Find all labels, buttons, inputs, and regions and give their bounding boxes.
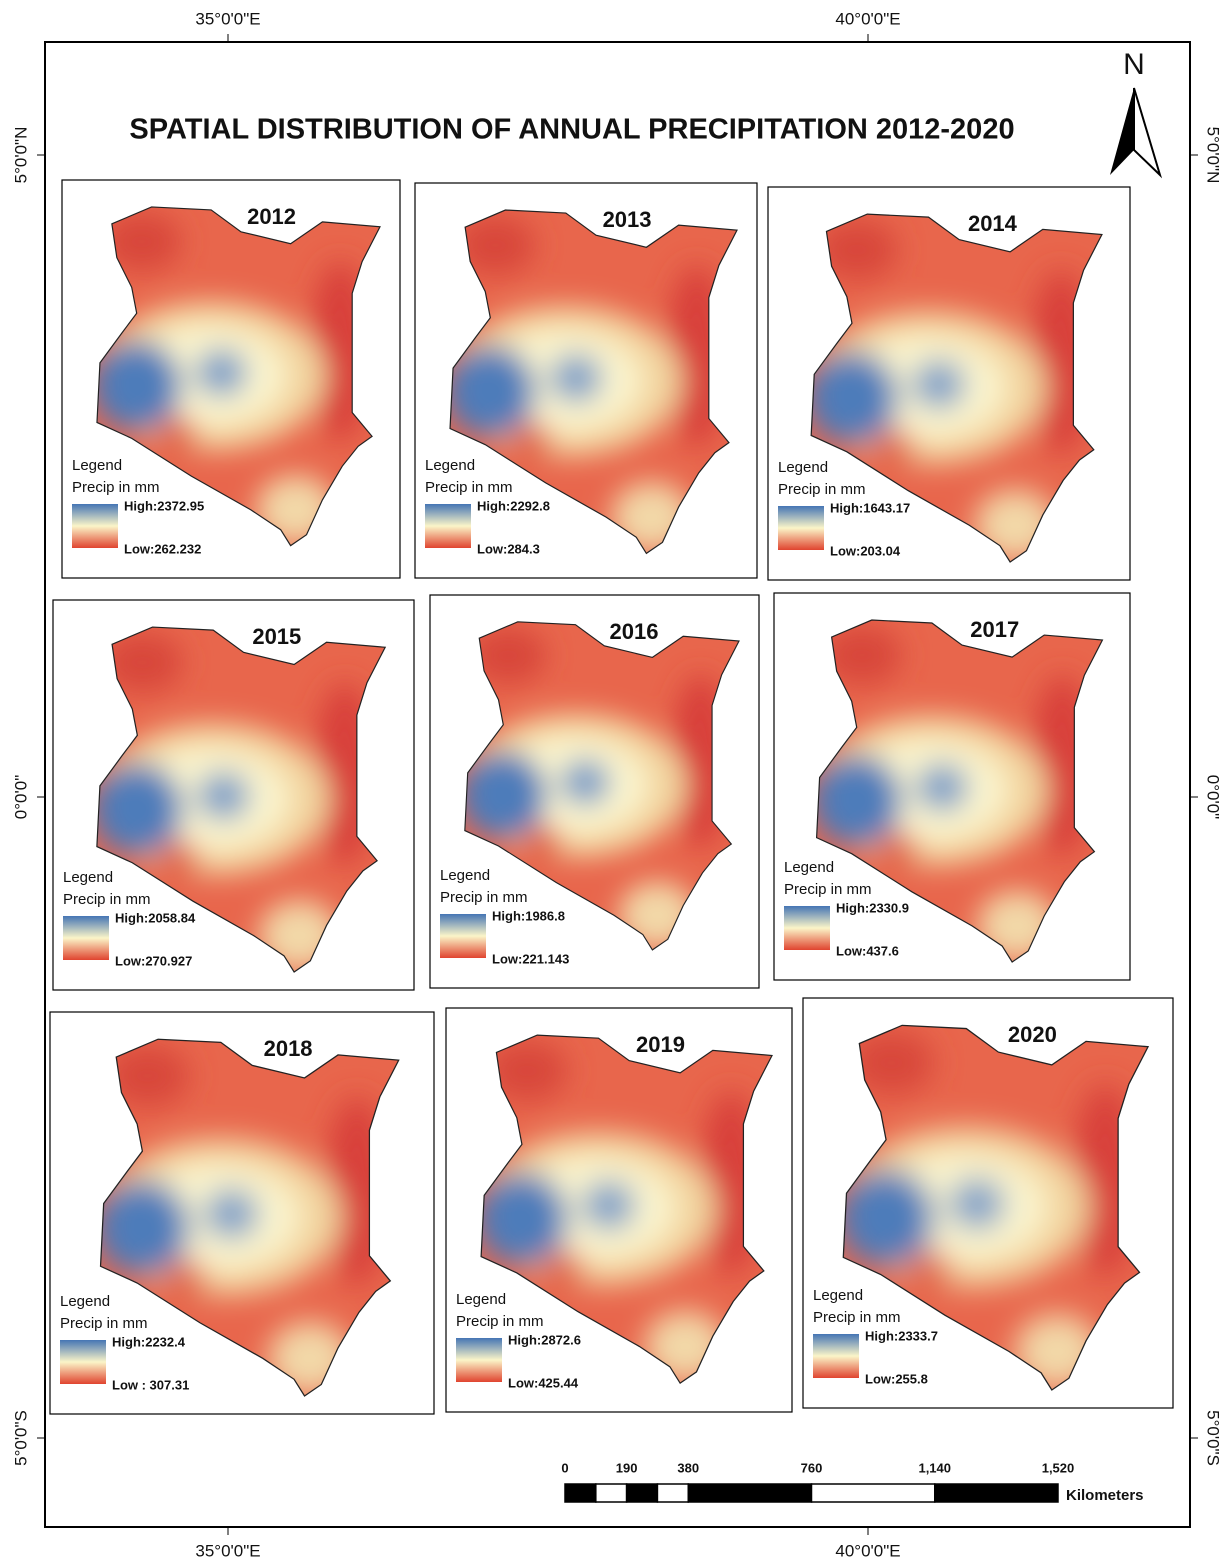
legend-subtitle: Precip in mm [72, 479, 160, 496]
map-panel: 2016 Legend Precip in mm High:1986.8 Low:221… [430, 595, 768, 988]
scale-segment [935, 1484, 1058, 1502]
legend-ramp [72, 504, 118, 548]
legend-ramp [63, 916, 109, 960]
map-panel: 2013 Legend Precip in mm High:2292.8 Low:284… [415, 183, 767, 578]
scale-segment [565, 1484, 596, 1502]
legend-high: High:2333.7 [865, 1328, 938, 1343]
scale-segment [627, 1484, 658, 1502]
legend-subtitle: Precip in mm [440, 889, 528, 906]
latitude-label: 5°0'0"N [11, 127, 30, 184]
legend-subtitle: Precip in mm [456, 1313, 544, 1330]
legend-subtitle: Precip in mm [778, 481, 866, 498]
legend-low: Low:221.143 [492, 951, 569, 966]
legend-high: High:2292.8 [477, 498, 550, 513]
legend-high: High:2330.9 [836, 900, 909, 915]
map-panel: 2015 Legend Precip in mm High:2058.84 Low:27… [53, 600, 416, 996]
scale-unit: Kilometers [1066, 1487, 1144, 1504]
map-panel: 2014 Legend Precip in mm High:1643.17 Low:20… [768, 187, 1133, 586]
panel-year: 2015 [252, 624, 301, 649]
legend-title: Legend [813, 1287, 863, 1304]
legend-subtitle: Precip in mm [60, 1315, 148, 1332]
scale-segment [596, 1484, 627, 1502]
map-page: SPATIAL DISTRIBUTION OF ANNUAL PRECIPITA… [0, 0, 1230, 1565]
latitude-label: 5°0'0"N [1204, 127, 1223, 184]
legend-ramp [784, 906, 830, 950]
legend-low: Low:270.927 [115, 953, 192, 968]
scale-tick-label: 1,520 [1042, 1460, 1075, 1475]
legend-subtitle: Precip in mm [813, 1309, 901, 1326]
legend-ramp [425, 504, 471, 548]
legend-title: Legend [778, 459, 828, 476]
legend-ramp [813, 1334, 859, 1378]
longitude-label: 40°0'0"E [835, 9, 900, 28]
panel-year: 2019 [636, 1032, 685, 1057]
scale-segment [812, 1484, 935, 1502]
legend-high: High:2232.4 [112, 1334, 186, 1349]
scale-segment [688, 1484, 811, 1502]
legend-ramp [60, 1340, 106, 1384]
map-title: SPATIAL DISTRIBUTION OF ANNUAL PRECIPITA… [129, 114, 1014, 146]
scale-tick-label: 380 [677, 1460, 699, 1475]
legend-high: High:2372.95 [124, 498, 204, 513]
scale-tick-label: 0 [561, 1460, 568, 1475]
panel-year: 2013 [603, 207, 652, 232]
legend-title: Legend [60, 1293, 110, 1310]
legend-high: High:1986.8 [492, 908, 565, 923]
legend-subtitle: Precip in mm [784, 881, 872, 898]
legend-high: High:2058.84 [115, 910, 196, 925]
legend-low: Low:255.8 [865, 1371, 928, 1386]
legend-title: Legend [784, 859, 834, 876]
legend-low: Low:425.44 [508, 1375, 579, 1390]
legend-ramp [778, 506, 824, 550]
legend-subtitle: Precip in mm [425, 479, 513, 496]
panel-year: 2017 [970, 617, 1019, 642]
longitude-label: 35°0'0"E [195, 1541, 260, 1560]
scale-tick-label: 760 [801, 1460, 823, 1475]
map-panel: 2017 Legend Precip in mm High:2330.9 Low:437… [774, 593, 1133, 986]
legend-low: Low:203.04 [830, 543, 901, 558]
longitude-label: 40°0'0"E [835, 1541, 900, 1560]
panel-year: 2012 [247, 204, 296, 229]
latitude-label: 0°0'0" [1204, 775, 1223, 819]
map-panel: 2020 Legend Precip in mm High:2333.7 Low:255… [803, 998, 1180, 1416]
legend-low: Low:262.232 [124, 541, 201, 556]
longitude-label: 35°0'0"E [195, 9, 260, 28]
legend-low: Low : 307.31 [112, 1377, 189, 1392]
map-panel: 2018 Legend Precip in mm High:2232.4 Low : 3… [50, 1012, 434, 1421]
legend-ramp [456, 1338, 502, 1382]
panel-year: 2014 [968, 211, 1018, 236]
north-label: N [1123, 48, 1145, 81]
legend-title: Legend [72, 457, 122, 474]
legend-high: High:1643.17 [830, 500, 910, 515]
scale-tick-label: 1,140 [918, 1460, 951, 1475]
legend-subtitle: Precip in mm [63, 891, 151, 908]
panel-year: 2020 [1008, 1022, 1057, 1047]
legend-title: Legend [456, 1291, 506, 1308]
legend-title: Legend [63, 869, 113, 886]
scale-segment [657, 1484, 688, 1502]
latitude-label: 0°0'0" [11, 775, 30, 819]
north-arrow [1110, 88, 1160, 175]
map-panel: 2012 Legend Precip in mm High:2372.95 Low:26… [62, 180, 410, 578]
legend-ramp [440, 914, 486, 958]
legend-low: Low:437.6 [836, 943, 899, 958]
legend-title: Legend [425, 457, 475, 474]
legend-low: Low:284.3 [477, 541, 540, 556]
panel-year: 2016 [610, 619, 659, 644]
map-panel: 2019 Legend Precip in mm High:2872.6 Low:425… [446, 1008, 803, 1412]
legend-high: High:2872.6 [508, 1332, 581, 1347]
latitude-label: 5°0'0"S [11, 1410, 30, 1466]
panel-year: 2018 [264, 1036, 313, 1061]
legend-title: Legend [440, 867, 490, 884]
latitude-label: 5°0'0"S [1204, 1410, 1223, 1466]
scale-tick-label: 190 [616, 1460, 638, 1475]
